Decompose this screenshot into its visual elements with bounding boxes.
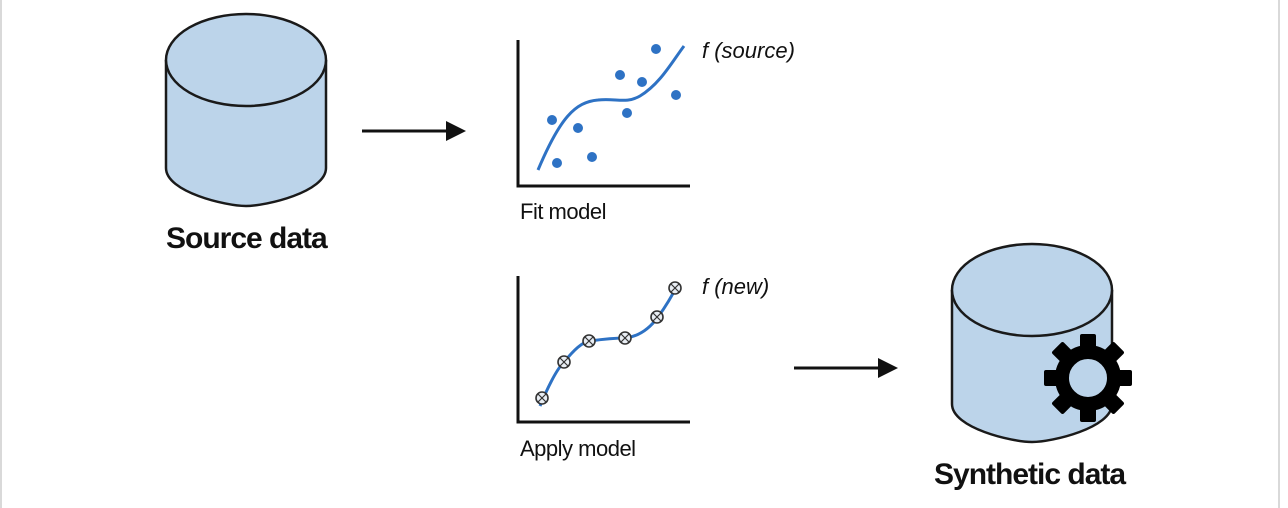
fit-function-label: f (source) (702, 38, 795, 63)
fit-axes (516, 40, 690, 188)
gear-icon (1044, 334, 1132, 422)
fit-model-label: Fit model (520, 199, 606, 224)
right-border (1278, 0, 1280, 508)
left-border (0, 0, 2, 508)
apply-curve (538, 283, 680, 407)
fit-point (671, 90, 681, 100)
fit-point (622, 108, 632, 118)
fit-point (552, 158, 562, 168)
fit-point (547, 115, 557, 125)
fit-model-plot (516, 40, 690, 188)
source-database-icon (164, 12, 328, 208)
apply-axes (516, 276, 690, 424)
arrow-right-icon (362, 121, 466, 141)
fit-curve (536, 45, 686, 171)
source-data-label: Source data (166, 222, 328, 255)
apply-model-plot (516, 276, 690, 424)
fit-point (651, 44, 661, 54)
fit-point (637, 77, 647, 87)
apply-function-label: f (new) (702, 274, 770, 299)
arrow-right-icon (794, 358, 898, 378)
fit-point (587, 152, 597, 162)
fit-point (573, 123, 583, 133)
synthetic-data-label: Synthetic data (934, 458, 1126, 491)
fit-point (615, 70, 625, 80)
apply-model-label: Apply model (520, 436, 636, 461)
